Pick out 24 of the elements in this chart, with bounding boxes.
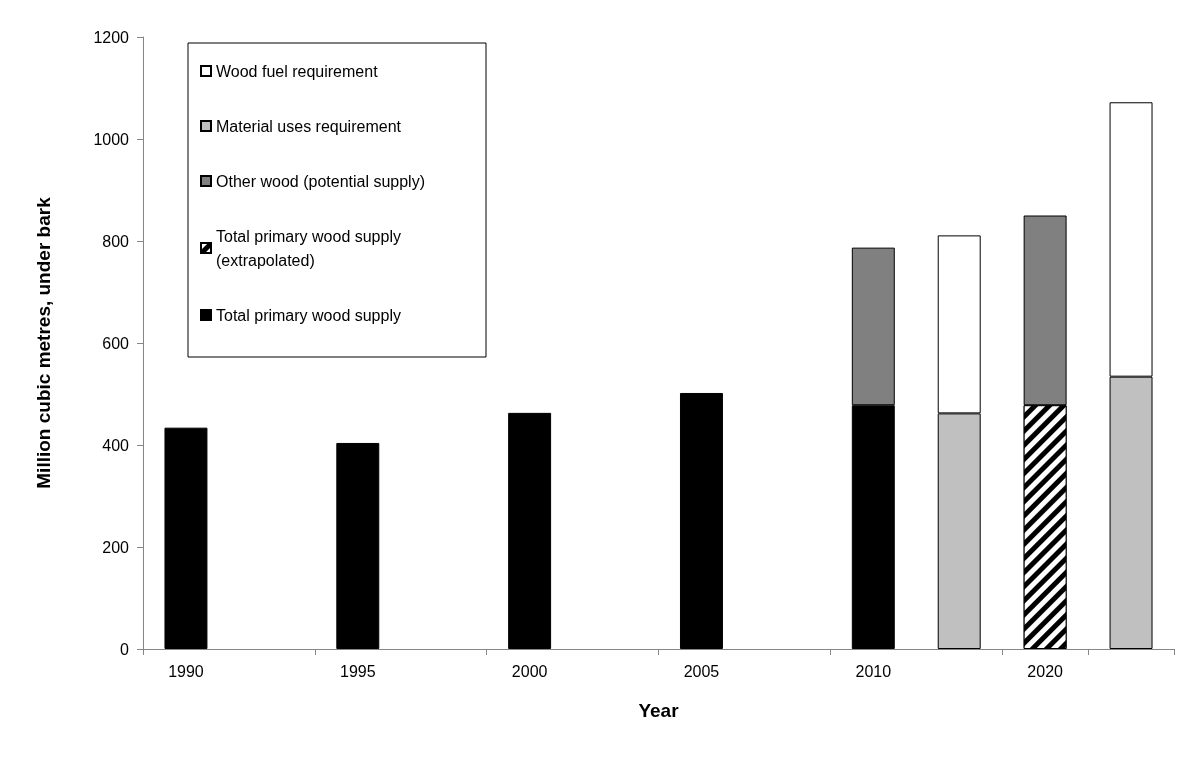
- y-tick-label: 1000: [93, 130, 130, 148]
- bar: [508, 412, 552, 649]
- x-axis-title: Year: [638, 700, 680, 721]
- y-tick-label: 400: [102, 436, 130, 454]
- bar: [679, 392, 723, 649]
- y-axis-title: Million cubic metres, under bark: [33, 196, 54, 489]
- x-tick-label: 2005: [683, 662, 720, 680]
- y-tick-label: 1200: [93, 28, 130, 46]
- bar: [336, 442, 380, 649]
- x-tick-label: 2000: [511, 662, 548, 680]
- y-tick-label: 0: [120, 640, 130, 658]
- x-tick-label: 1995: [339, 662, 376, 680]
- legend-label: Total primary wood supply (extrapolated): [216, 227, 406, 269]
- y-tick-label: 800: [102, 232, 130, 250]
- legend-label: Material uses requirement: [216, 117, 402, 135]
- legend-label: Other wood (potential supply): [216, 172, 425, 190]
- legend-label: Total primary wood supply: [216, 306, 401, 324]
- y-tick-label: 200: [102, 538, 130, 556]
- x-tick-label: 2020: [1027, 662, 1064, 680]
- y-tick-label: 600: [102, 334, 130, 352]
- x-tick-label: 1990: [168, 662, 204, 680]
- legend-label: Wood fuel requirement: [216, 62, 379, 80]
- bar: [164, 427, 208, 649]
- x-tick-label: 2010: [855, 662, 892, 680]
